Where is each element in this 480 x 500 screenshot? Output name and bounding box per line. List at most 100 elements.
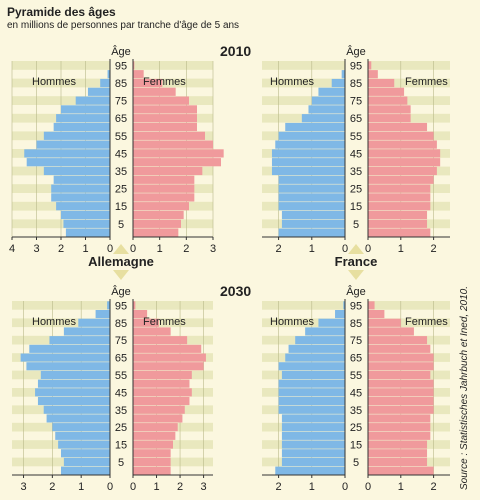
age-tick-label: 35 [350,405,362,417]
bar-men [343,301,345,310]
x-tick-label: 1 [153,481,159,493]
bar-women [133,327,171,336]
bar-women [133,449,171,458]
age-tick-label: 15 [350,440,362,452]
age-tick-label: 45 [350,148,362,160]
bar-women [133,202,189,211]
age-tick-label: 55 [350,370,362,382]
bar-women [133,140,213,149]
bar-men [285,353,345,362]
x-tick-label: 1 [82,243,88,255]
bar-men [55,431,110,440]
age-tick-label: 65 [115,353,127,365]
bar-women [133,158,221,167]
bar-men [331,78,345,88]
bar-men [61,466,110,475]
x-tick-label: 2 [183,243,189,255]
bar-women [133,353,206,362]
bar-women [368,327,414,336]
age-tick-label: 35 [115,405,127,417]
age-tick-label: 25 [115,422,127,434]
age-tick-label: 95 [115,60,127,72]
age-tick-label: 75 [350,96,362,108]
bar-men [58,440,110,449]
bar-men [35,388,110,397]
men-label: Hommes [32,316,77,328]
bar-men [281,219,345,228]
men-label: Hommes [32,76,77,88]
bar-women [368,96,408,105]
bar-women [368,140,437,149]
bar-women [133,379,190,388]
age-tick-label: 45 [115,148,127,160]
bar-men [281,440,345,449]
age-axis-label: Âge [346,45,366,58]
bar-men [24,149,110,158]
bar-women [133,336,188,345]
band [262,318,345,328]
age-axis-label: Âge [111,45,131,58]
bar-women [133,405,185,414]
age-tick-label: 55 [115,370,127,382]
bar-women [133,61,135,70]
band [368,78,450,88]
bar-women [368,397,434,406]
age-tick-label: 35 [115,166,127,178]
bar-women [368,405,434,414]
bar-men [107,70,110,79]
bar-women [133,210,184,220]
age-tick-label: 85 [115,78,127,90]
bar-men [278,397,345,406]
bar-women [133,114,197,123]
bar-women [368,122,428,132]
x-tick-label: 0 [342,481,348,493]
age-tick-label: 75 [115,335,127,347]
bar-men [63,327,110,336]
bar-women [133,423,178,432]
x-tick-label: 1 [309,481,315,493]
bar-men [49,336,110,345]
bar-women [368,166,437,176]
bar-men [43,405,110,414]
bar-women [133,105,197,114]
women-label: Femmes [143,316,186,328]
bar-women [133,344,202,353]
bar-women [368,344,431,353]
x-tick-label: 2 [276,481,282,493]
source-note: Source : Statistisches Jahrbuch et Ined,… [459,285,470,490]
bar-men [281,457,345,466]
bar-men [53,175,110,184]
bar-women [368,388,434,397]
bar-men [87,87,110,96]
bar-women [368,131,434,140]
band [368,301,450,310]
bar-women [368,310,385,319]
x-tick-label: 3 [210,243,216,255]
band [133,318,213,328]
chart-title: Pyramide des âges [7,5,116,19]
pyramid-panel [262,59,450,240]
bar-women [368,78,395,88]
age-tick-label: 55 [350,131,362,143]
x-tick-label: 1 [398,243,404,255]
band [262,301,345,310]
men-label: Hommes [270,76,315,88]
x-tick-label: 2 [276,243,282,255]
bar-men [271,158,345,167]
x-tick-label: 0 [130,481,136,493]
x-tick-label: 0 [130,243,136,255]
bar-women [368,370,431,379]
bar-women [368,431,431,440]
bar-men [78,318,110,327]
x-tick-label: 3 [20,481,26,493]
bar-men [20,353,111,362]
bar-women [368,353,434,362]
age-tick-label: 5 [118,457,124,469]
bar-men [341,70,345,79]
age-tick-label: 95 [115,300,127,312]
x-tick-label: 0 [365,243,371,255]
bar-men [278,379,345,388]
bar-men [275,466,345,475]
bar-women [133,175,195,184]
age-axis-label: Âge [111,285,131,298]
